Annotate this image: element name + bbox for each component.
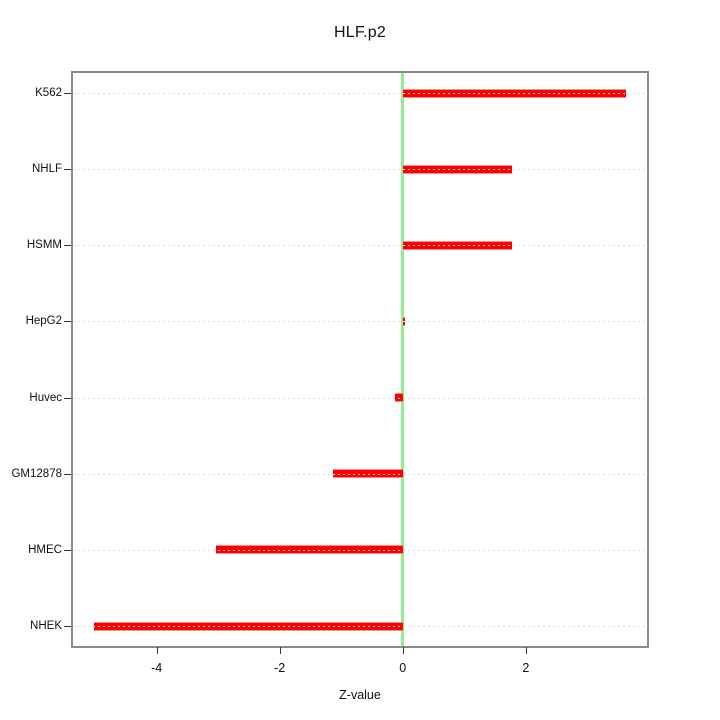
gridline (73, 549, 647, 551)
y-axis-tick (64, 397, 71, 399)
gridline (73, 169, 647, 171)
y-axis-tick (64, 245, 71, 247)
x-axis-tick-label: 2 (522, 661, 530, 675)
gridline (73, 321, 647, 323)
x-axis-tick (279, 647, 281, 654)
x-axis-title: Z-value (339, 688, 381, 702)
y-axis-label: HepG2 (25, 315, 62, 328)
y-axis-label: NHEK (30, 620, 62, 632)
x-axis-tick (402, 647, 404, 654)
gridline (73, 93, 647, 94)
gridline (73, 397, 647, 399)
chart-title: HLF.p2 (334, 24, 386, 41)
x-axis-tick-label: -2 (274, 661, 286, 675)
zero-reference-line (401, 73, 405, 646)
y-axis-tick (64, 169, 71, 171)
y-axis-label: NHLF (31, 163, 62, 176)
y-axis-label: GM12878 (11, 467, 62, 480)
y-axis-label: K562 (35, 87, 62, 99)
x-axis-tick-label: 0 (399, 661, 407, 675)
y-axis-label: HSMM (26, 239, 62, 252)
y-axis-tick (64, 321, 71, 323)
y-axis-tick (64, 473, 71, 475)
y-axis-tick (64, 549, 71, 551)
y-axis-tick (64, 626, 71, 627)
y-axis-tick (64, 93, 71, 94)
gridline (73, 245, 647, 247)
y-axis-label: Huvec (29, 391, 62, 404)
plot-area (71, 71, 649, 648)
gridline (73, 473, 647, 475)
x-axis-tick (525, 647, 527, 654)
x-axis-tick (156, 647, 158, 654)
y-axis-label: HMEC (28, 543, 62, 556)
gridline (73, 626, 647, 627)
x-axis-tick-label: -4 (151, 661, 163, 675)
